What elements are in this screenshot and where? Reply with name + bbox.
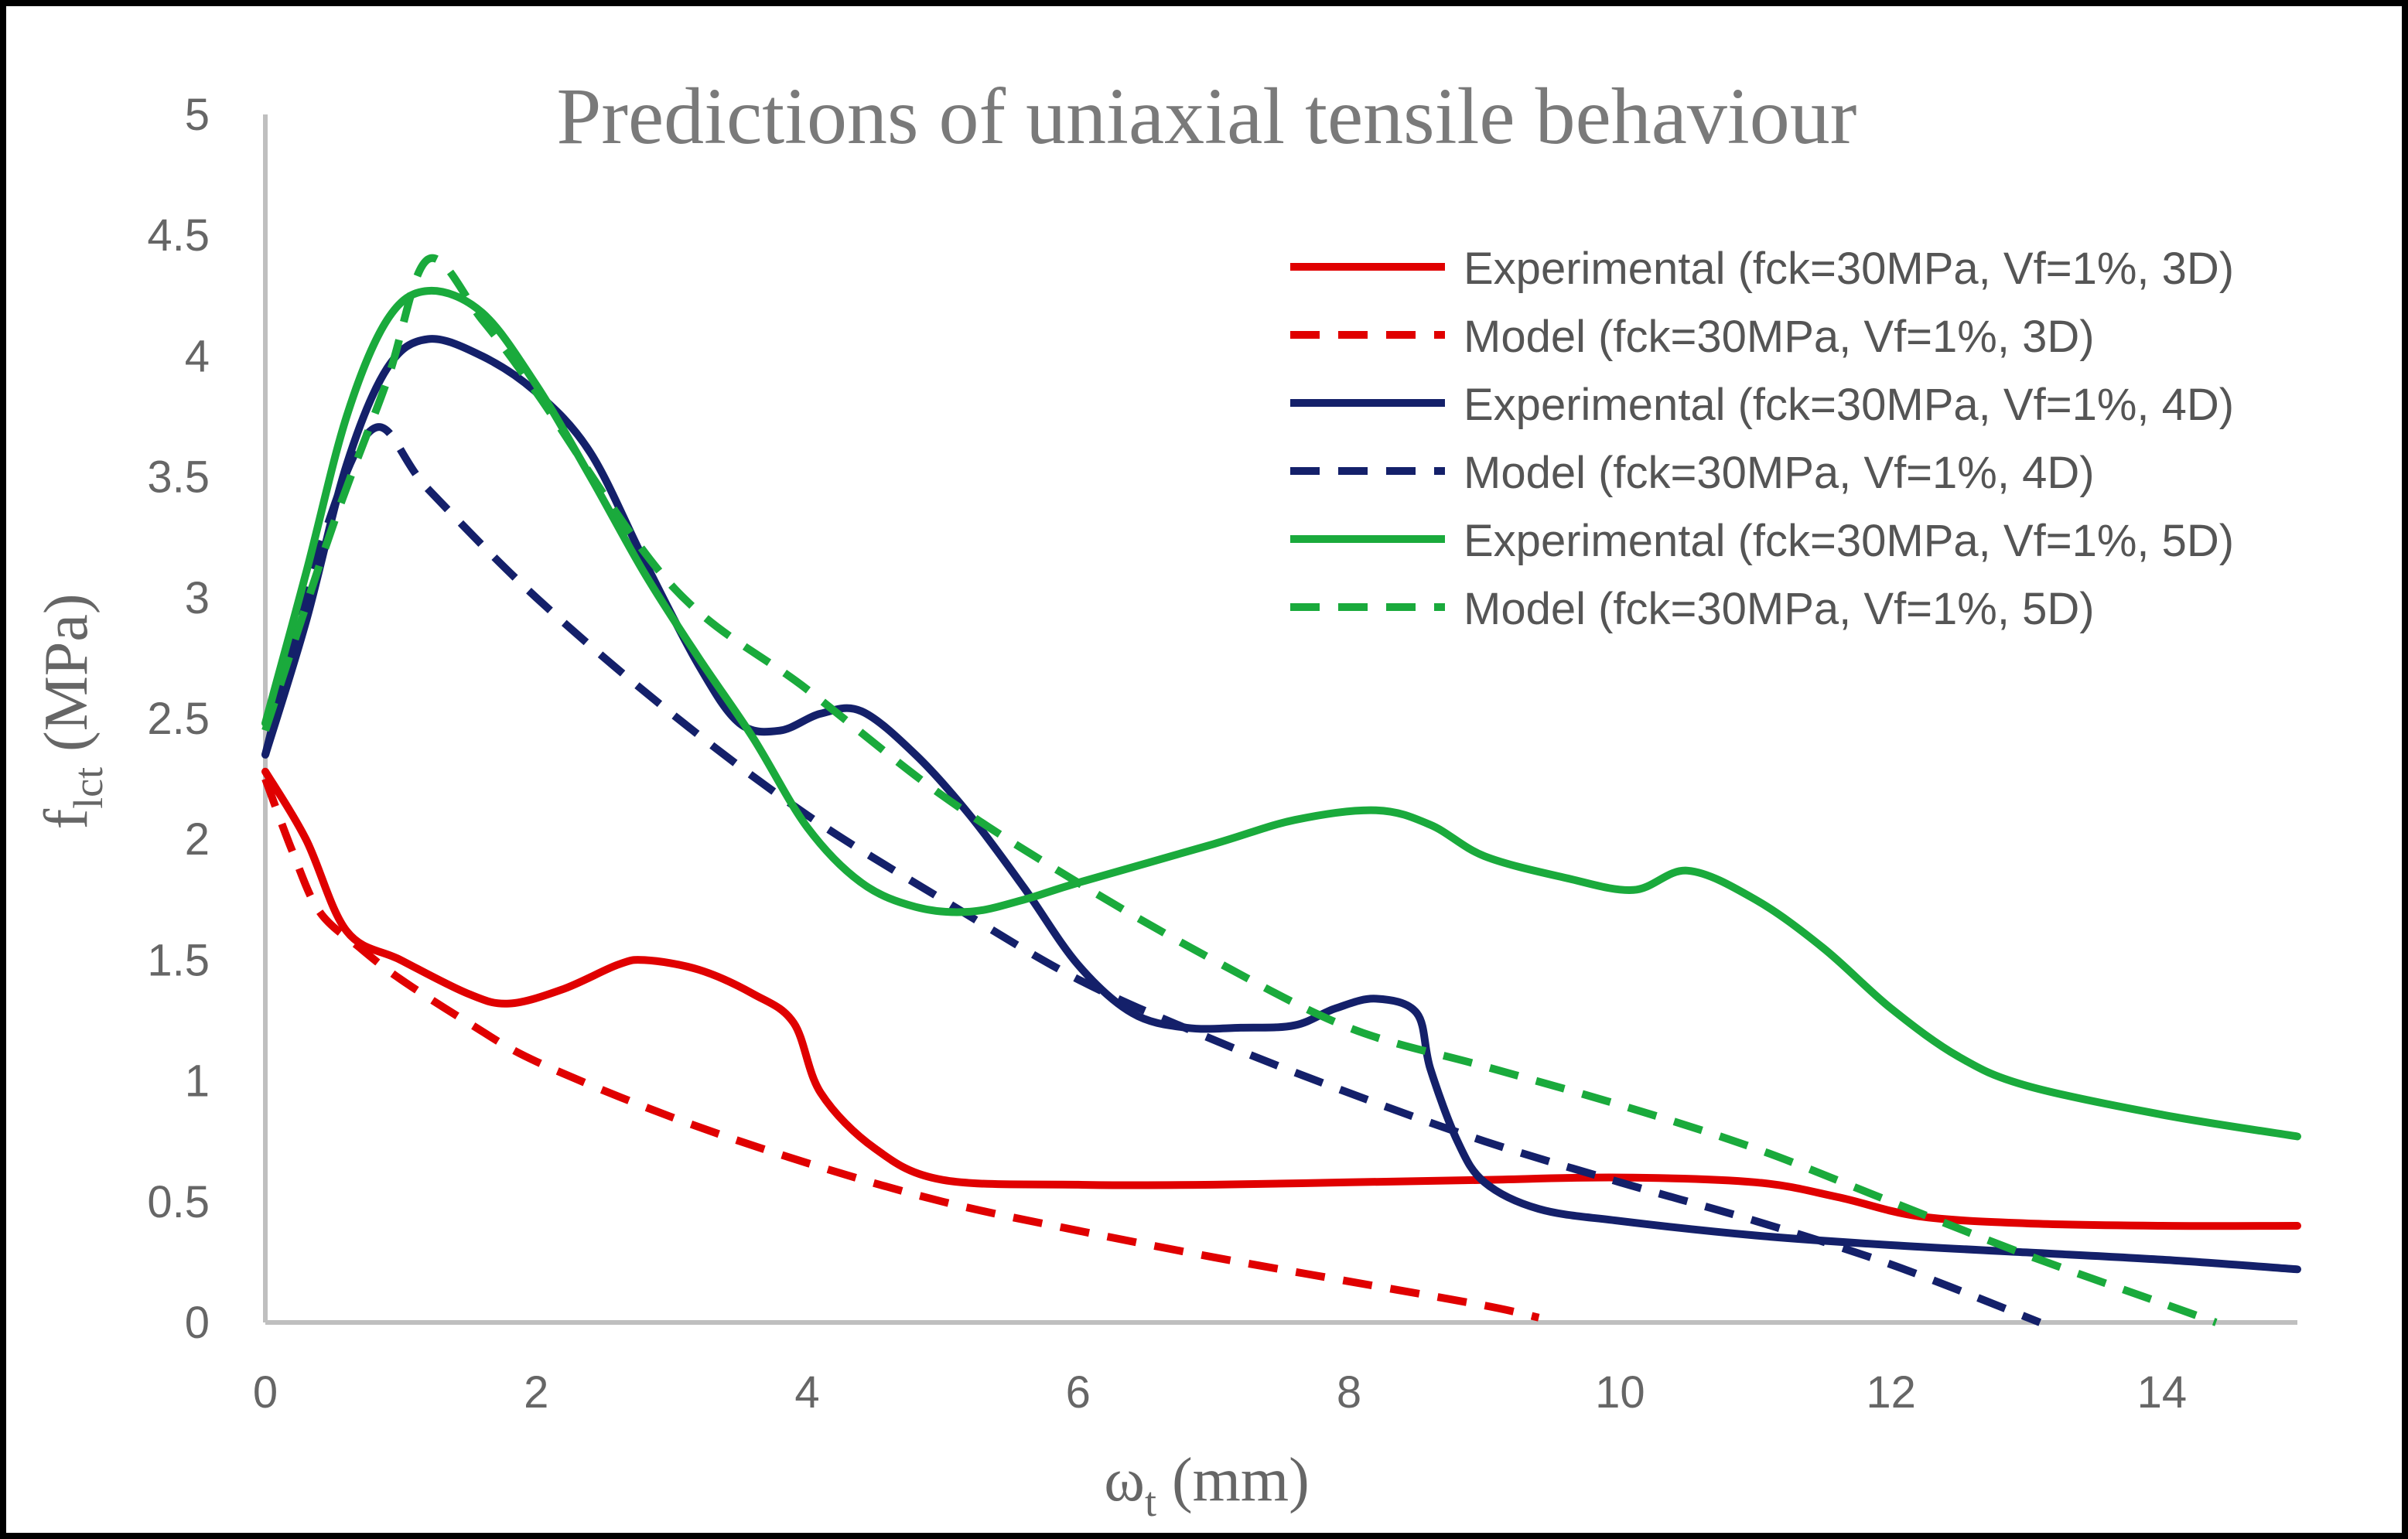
series-line-2	[261, 777, 1540, 1322]
y-tick-label: 2.5	[147, 694, 210, 744]
x-tick-label: 4	[794, 1367, 819, 1418]
y-tick-label: 0	[185, 1298, 210, 1348]
y-tick-label: 4.5	[147, 210, 210, 261]
legend-label-3: Experimental (fck=30MPa, Vf=1%, 4D)	[1464, 380, 2234, 430]
legend-label-1: Experimental (fck=30MPa, Vf=1%, 3D)	[1464, 244, 2234, 294]
y-tick-label: 1	[185, 1056, 210, 1107]
legend-label-5: Experimental (fck=30MPa, Vf=1%, 5D)	[1464, 516, 2234, 566]
y-tick-label: 2	[185, 814, 210, 865]
series-layer	[261, 254, 2301, 1326]
x-tick-label: 2	[524, 1367, 548, 1418]
series-line-5	[261, 286, 2301, 1141]
series-line-6	[261, 254, 2218, 1326]
x-axis-label-sub: t	[1145, 1479, 1156, 1525]
series-line-3	[261, 335, 2301, 1274]
x-tick-label: 6	[1066, 1367, 1091, 1418]
x-tick-label: 8	[1337, 1367, 1361, 1418]
y-tick-label: 3	[185, 573, 210, 623]
x-tick-label: 12	[1866, 1367, 1916, 1418]
x-tick-label: 10	[1595, 1367, 1645, 1418]
y-tick-label: 3.5	[147, 452, 210, 503]
y-axis-label: flct (MPa)	[32, 593, 111, 829]
y-tick-label: 4	[185, 331, 210, 381]
series-line-4	[261, 423, 2042, 1326]
legend-label-2: Model (fck=30MPa, Vf=1%, 3D)	[1464, 312, 2095, 362]
x-axis-label: ωt (mm)	[1104, 1446, 1309, 1525]
x-axis-ticks: 0 2 4 6 8 10 12 14	[253, 1367, 2187, 1418]
y-tick-label: 5	[185, 90, 210, 140]
series-line-1	[261, 767, 2301, 1230]
chart-legend: Experimental (fck=30MPa, Vf=1%, 3D) Model…	[1290, 244, 2234, 634]
x-tick-label: 0	[253, 1367, 278, 1418]
x-tick-label: 14	[2137, 1367, 2188, 1418]
legend-label-4: Model (fck=30MPa, Vf=1%, 4D)	[1464, 448, 2095, 498]
y-tick-label: 0.5	[147, 1177, 210, 1227]
x-axis-label-main: ω	[1104, 1446, 1145, 1514]
y-tick-label: 1.5	[147, 935, 210, 985]
y-axis-ticks: 0 0.5 1 1.5 2 2.5 3 3.5 4 4.5 5	[147, 90, 210, 1348]
legend-label-6: Model (fck=30MPa, Vf=1%, 5D)	[1464, 584, 2095, 634]
x-axis-label-rest: (mm)	[1156, 1446, 1310, 1514]
y-axis-label-sub: lct	[65, 767, 111, 809]
y-axis-label-main: f	[32, 809, 101, 830]
chart-title: Predictions of uniaxial tensile behaviou…	[557, 72, 1857, 161]
y-axis-label-rest: (MPa)	[32, 593, 101, 766]
